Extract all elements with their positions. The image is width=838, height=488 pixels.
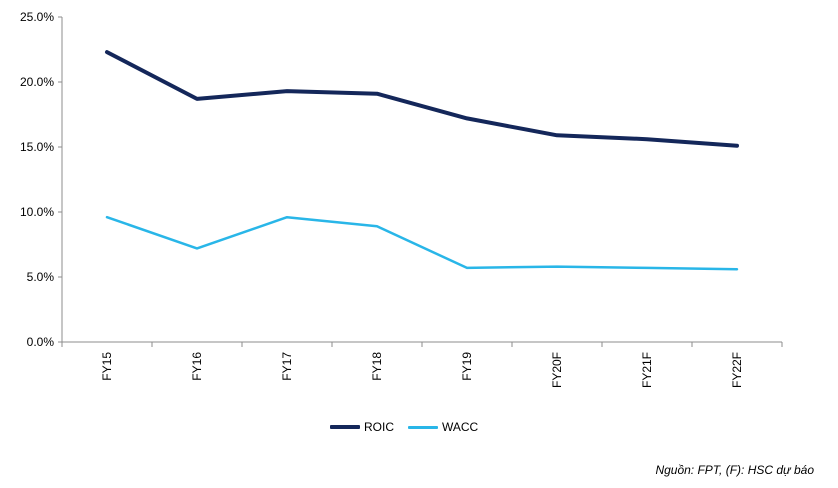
legend-swatch-roic [330,425,360,429]
series-line-roic [105,50,739,148]
x-axis: FY15 FY16 FY17 FY18 FY19 FY20F FY21F FY22F [61,341,783,388]
x-tick-label: FY18 [370,352,384,381]
y-tick-label: 5.0% [27,270,55,284]
x-tick-label: FY17 [280,352,294,381]
x-tick-label: FY19 [460,352,474,381]
series-line-wacc [105,215,739,271]
x-tick-label: FY20F [550,352,564,388]
legend-label-roic: ROIC [364,420,394,434]
legend-item-roic: ROIC [330,420,394,434]
legend: ROIC WACC [330,420,492,434]
y-tick-label: 0.0% [27,335,55,349]
x-tick-label: FY21F [640,352,654,388]
y-tick-label: 20.0% [20,75,54,89]
legend-label-wacc: WACC [442,420,479,434]
x-tick-label: FY16 [190,352,204,381]
legend-item-wacc: WACC [408,420,478,434]
x-tick-label: FY22F [730,352,744,388]
x-tick-label: FY15 [100,352,114,381]
y-axis: 0.0% 5.0% 10.0% 15.0% 20.0% 25.0% [20,10,63,349]
y-tick-label: 15.0% [20,140,54,154]
line-chart: 0.0%5.0%10.0%15.0%20.0%25.0% FY15 FY16 FY1… [20,10,783,388]
source-note: Nguồn: FPT, (F): HSC dự báo [655,463,814,477]
legend-swatch-wacc [408,425,438,429]
y-tick-label: 25.0% [20,10,54,24]
series-lines [105,50,739,271]
y-tick-label: 10.0% [20,205,54,219]
